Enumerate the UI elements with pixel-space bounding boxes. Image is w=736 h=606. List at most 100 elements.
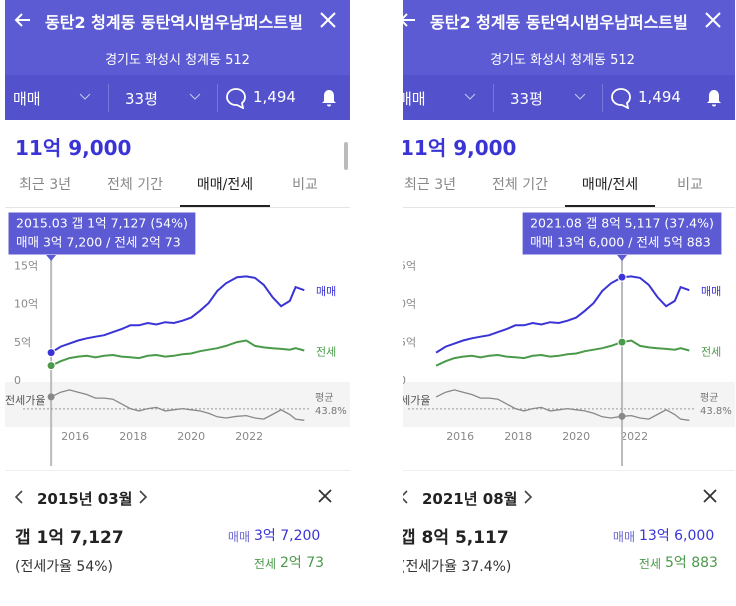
bell-icon[interactable] [319,88,339,108]
tooltip-text: 매매 13억 6,000 / 전세 5억 883 [530,235,711,250]
x-tick-label: 2022 [235,430,263,443]
line [50,275,305,354]
trade-type[interactable]: 매매 [403,90,426,108]
y-tick-label: 15억 [14,260,38,273]
avg-value: 43.8% [315,406,347,417]
ratio-marker [47,393,55,401]
price: 11억 9,000 [15,136,132,160]
divider [403,207,735,208]
ratio-label: 전세가율 [5,394,45,407]
tooltip-text: 매매 3억 7,200 / 전세 2억 73 [16,235,181,250]
tab-underline [565,205,655,207]
panel: 동탄2 청계동 동탄역시범우남퍼스트빌 경기도 화성시 청계동 512 매매 3… [403,0,736,606]
date: 2021년 08월 [422,490,518,508]
title: 동탄2 청계동 동탄역시범우남퍼스트빌 [45,13,303,32]
comment-count[interactable]: 1,494 [638,88,681,106]
close-icon[interactable] [317,488,333,504]
tooltip-text: 2015.03 갭 1억 7,127 (54%) [16,216,188,231]
chevron [79,93,91,100]
sale-value: 3억 7,200 [254,528,321,544]
bell-icon[interactable] [704,88,724,108]
legend-label: 전세 [316,345,336,358]
tooltip-text: 2021.08 갭 8억 5,117 (37.4%) [530,216,714,231]
y-tick-label: 0 [14,374,21,387]
jeonse-label: 전세 [253,557,276,571]
date: 2015년 03월 [37,490,133,508]
tab[interactable]: 최근 3년 [404,177,456,193]
tab[interactable]: 비교 [677,177,703,193]
ratio-marker [618,412,626,420]
close-icon[interactable] [319,11,337,29]
tooltip-pointer [46,255,57,261]
x-tick-label: 2016 [446,430,474,443]
tab[interactable]: 전체 기간 [492,177,548,193]
scrollbar [344,142,348,170]
next-icon[interactable] [137,489,149,505]
x-tick-label: 2020 [177,430,205,443]
prev-icon[interactable] [403,489,410,505]
divider [493,84,494,112]
header: 동탄2 청계동 동탄역시범우남퍼스트빌 경기도 화성시 청계동 512 매매 3… [5,0,350,120]
jeonse-value: 5억 883 [665,555,718,571]
trade-type[interactable]: 매매 [13,90,41,108]
tab[interactable]: 최근 3년 [19,177,71,193]
price: 11억 9,000 [403,136,517,160]
comment-icon[interactable] [610,87,632,109]
marker [617,272,627,282]
tab[interactable]: 매매/전세 [196,177,254,193]
x-tick-label: 2018 [504,430,532,443]
prev-icon[interactable] [13,489,25,505]
header: 동탄2 청계동 동탄역시범우남퍼스트빌 경기도 화성시 청계동 512 매매 3… [403,0,735,120]
divider [217,84,218,112]
tooltip: 2015.03 갭 1억 7,127 (54%) 매매 3억 7,200 / 전세… [7,211,197,261]
title: 동탄2 청계동 동탄역시범우남퍼스트빌 [430,13,688,32]
gap: 갭 1억 7,127 [15,528,124,548]
jeonse-value: 2억 73 [280,555,325,571]
y-tick-label: 0억 [403,298,416,311]
y-tick-label: 5억 [14,336,31,349]
chevron [464,93,476,100]
comment-icon[interactable] [225,87,247,109]
tooltip-box [521,211,723,256]
back-icon[interactable] [403,10,418,30]
marker [46,361,56,371]
size[interactable]: 33평 [125,90,158,108]
divider [5,207,350,208]
legend-label: 매매 [316,285,336,298]
y-tick-label: 10억 [14,298,38,311]
tooltip-box [7,211,197,256]
marker [46,348,56,358]
back-icon[interactable] [13,10,33,30]
ratio-band [5,382,350,427]
tab[interactable]: 전체 기간 [107,177,163,193]
tooltip-pointer [617,255,628,261]
close-icon[interactable] [704,11,722,29]
y-tick-label: 5억 [403,260,416,273]
size[interactable]: 33평 [510,90,543,108]
tab[interactable]: 비교 [292,177,318,193]
next-icon[interactable] [522,489,534,505]
avg-value: 43.8% [700,406,732,417]
chevron [189,93,201,100]
line [435,339,690,367]
comment-count[interactable]: 1,494 [253,88,296,106]
divider [602,84,603,112]
sale-label: 매매 [227,530,250,544]
toolbar [5,75,350,120]
divider [5,470,350,471]
line [50,339,305,367]
tab-underline [180,205,270,207]
tab[interactable]: 매매/전세 [581,177,639,193]
ratio: (전세가율 37.4%) [403,559,512,575]
legend-label: 전세 [701,345,721,358]
divider [108,84,109,112]
gap: 갭 8억 5,117 [403,528,509,548]
marker [617,337,627,347]
legend-label: 매매 [701,285,721,298]
address: 경기도 화성시 청계동 512 [105,53,250,68]
close-icon[interactable] [702,488,718,504]
divider [403,470,735,471]
line [435,275,690,354]
